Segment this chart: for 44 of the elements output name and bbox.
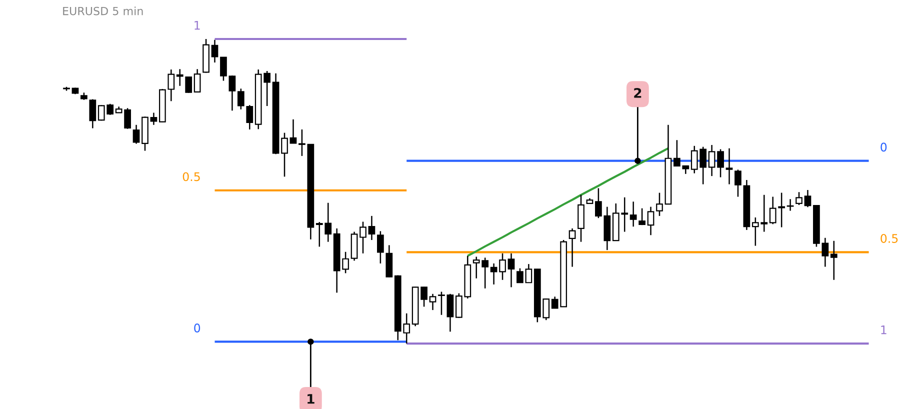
candlestick	[211, 39, 218, 64]
candlestick	[638, 208, 646, 226]
candlestick	[438, 291, 445, 316]
candlestick	[508, 252, 515, 288]
candlestick	[708, 144, 716, 177]
candlestick	[429, 293, 436, 311]
series-label: 0.5	[880, 234, 898, 243]
candlestick	[150, 112, 158, 126]
candlestick	[89, 98, 96, 129]
candlestick	[194, 68, 201, 93]
series-label: 1	[881, 326, 886, 334]
series-label: 0	[194, 324, 200, 332]
candlestick	[499, 252, 506, 281]
candlestick	[377, 230, 384, 264]
annotation: 2	[634, 88, 642, 98]
annotation: 1	[308, 394, 314, 404]
candlestick	[176, 68, 184, 87]
candlestick	[630, 201, 637, 228]
candlestick	[132, 124, 140, 144]
series-label: 0.5	[182, 172, 200, 182]
series-label: 0	[880, 142, 887, 152]
candlestick	[830, 240, 838, 281]
candlestick	[185, 76, 192, 94]
series-label: 1	[194, 20, 200, 30]
candlestick	[796, 192, 802, 206]
candlestick	[734, 169, 742, 198]
candlestick	[717, 148, 724, 178]
candlestick	[656, 192, 663, 217]
candlestick	[360, 221, 366, 254]
candlestick	[228, 74, 236, 112]
candlestick	[281, 132, 288, 178]
candlestick	[726, 148, 733, 185]
candlestick	[647, 206, 654, 236]
candlestick	[290, 118, 297, 144]
candlestick	[568, 228, 576, 268]
candlestick	[578, 194, 584, 242]
candlestick	[420, 286, 428, 308]
candlestick	[490, 262, 498, 286]
candlestick	[368, 215, 376, 241]
chart-title: EURUSD 5 min	[63, 6, 143, 16]
candlestick	[220, 56, 227, 82]
candlestick	[446, 293, 454, 332]
candlestick	[386, 244, 393, 278]
candlestick	[804, 189, 812, 208]
